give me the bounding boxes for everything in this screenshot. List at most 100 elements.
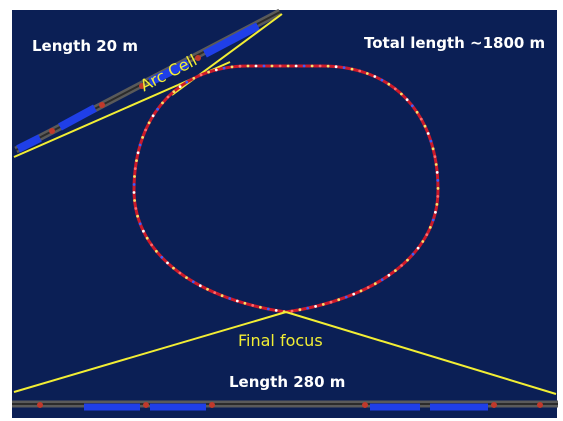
ring-magnet [206,287,209,291]
ring-magnet [134,207,138,210]
total-length-label: Total length ~1800 m [364,34,546,52]
ring-magnet [302,64,306,68]
ring-magnet [366,286,370,289]
ring-magnet [156,107,160,111]
ring-magnet [178,271,182,275]
ring-magnet [434,163,438,166]
ring-magnet [142,229,145,233]
ring-magnet [207,70,211,74]
ring-magnet [213,291,217,294]
ring-magnet [254,64,258,68]
ring-magnet [436,187,440,190]
accelerator-ring [132,64,440,314]
ring-magnet [259,305,262,309]
ring-magnet [415,110,419,114]
ring-magnet [274,309,278,312]
ring-magnet [387,273,391,277]
ring-magnet [326,64,330,68]
ring-magnet [387,82,391,86]
ring-magnet [365,72,369,75]
ring-magnet [436,179,440,182]
ring-magnet [251,304,255,307]
ring-magnet [246,64,250,68]
ring-magnet [185,80,189,84]
ring-magnet [290,309,294,313]
ring-magnet [199,73,203,77]
ring-magnet [266,307,270,311]
ring-magnet [321,303,325,306]
ring-magnet [352,292,356,296]
ring-magnet [133,167,137,171]
ring-magnet [155,249,158,253]
ring-magnet [166,95,170,99]
ring-magnet [136,151,140,155]
ring-magnet [373,282,377,286]
ring-magnets [132,64,440,314]
ring-magnet [318,64,322,68]
ring-magnet [431,218,435,222]
final-focus-length-label: Length 280 m [229,373,346,391]
ring-magnet [214,68,218,72]
ring-magnet [423,124,427,128]
ring-magnet [334,65,338,69]
ring-magnet [431,147,435,151]
ring-magnet [411,252,415,256]
ring-magnet [405,98,409,102]
ring-magnet [160,255,164,259]
ring-magnet [191,280,195,284]
ring-magnet [393,87,397,91]
ring-magnet [132,183,136,186]
arc-cell-beamline [14,8,282,154]
ring-magnet [270,64,274,68]
ring-magnet [425,233,429,237]
ring-magnet [235,299,239,303]
ring-magnet [151,114,155,118]
ring-magnet [337,298,341,302]
ring-magnet [426,132,430,135]
ring-magnet [435,203,439,206]
ring-magnet [278,64,282,68]
ring-magnet [133,199,137,202]
ring-magnet [419,117,423,121]
ring-magnet [138,143,142,147]
ring-magnet [161,101,164,105]
ring-magnet [373,75,377,78]
ring-magnet [435,171,439,174]
ring-magnet [329,300,333,304]
final-focus-beamline [12,400,558,411]
ring-magnet [400,264,403,267]
ring-magnet [178,85,182,88]
ring-magnet [220,294,224,298]
ring-magnet [136,214,140,218]
ring-magnet [344,295,348,299]
ring-magnet [359,289,363,293]
ring-magnet [410,104,414,108]
ring-magnet [421,240,425,243]
diagram-panel [12,10,557,418]
ring-magnet [433,155,437,159]
ring-magnet [310,64,314,68]
ring-magnet [135,159,138,163]
ring-magnet [222,66,226,70]
ring-magnet [294,64,298,68]
ring-magnet [141,136,145,139]
ring-magnet [406,258,409,262]
ring-magnet [243,301,247,305]
ring-magnet [350,67,354,71]
ring-magnet [228,297,232,300]
ring-magnet [298,308,302,312]
arc-length-label: Length 20 m [32,37,138,55]
ring-magnet [133,175,136,178]
arc-cell-bracket-lower [13,84,179,158]
ring-magnet [394,269,397,272]
ring-magnet [145,236,149,240]
ring-magnet [314,305,317,308]
ring-magnet [342,66,346,69]
ring-magnet [238,64,242,68]
ring-magnet [416,246,420,250]
ring-magnet [172,266,175,270]
ring-magnet [358,69,362,73]
ring-magnet [166,261,169,265]
ring-magnet [138,222,142,226]
